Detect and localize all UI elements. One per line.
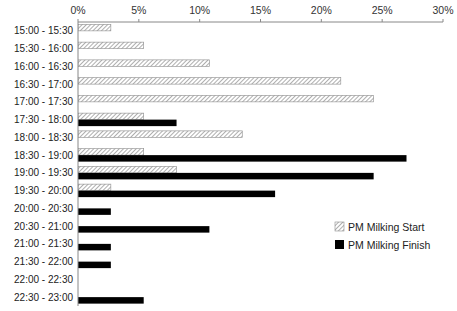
category-label: 20:30 - 21:00 bbox=[14, 221, 73, 232]
legend-label: PM Milking Start bbox=[348, 221, 425, 233]
chart: 0% 5% 10% 15% 20% 25% 30% 15:00 - 15:30 15:30 - … bbox=[0, 0, 457, 311]
tick-label: 25% bbox=[372, 4, 393, 16]
category-label: 17:00 - 17:30 bbox=[14, 96, 73, 107]
category-label: 21:00 - 21:30 bbox=[14, 238, 73, 249]
legend-swatch bbox=[335, 240, 344, 249]
category-label: 19:30 - 20:00 bbox=[14, 185, 73, 196]
legend-swatch bbox=[335, 222, 344, 231]
x-axis bbox=[78, 22, 443, 23]
bar bbox=[78, 244, 111, 251]
legend-label: PM Milking Finish bbox=[348, 239, 430, 251]
legend: PM Milking Start PM Milking Finish bbox=[335, 221, 430, 251]
tick-label: 10% bbox=[189, 4, 210, 16]
category-label: 16:30 - 17:00 bbox=[14, 79, 73, 90]
bar bbox=[78, 131, 242, 138]
category-label: 20:00 - 20:30 bbox=[14, 203, 73, 214]
bar bbox=[78, 113, 144, 120]
category-label: 15:00 - 15:30 bbox=[14, 25, 73, 36]
tick-label: 30% bbox=[432, 4, 453, 16]
category-label: 22:30 - 23:00 bbox=[14, 292, 73, 303]
bar bbox=[78, 78, 341, 85]
category-label: 21:30 - 22:00 bbox=[14, 256, 73, 267]
bar bbox=[78, 155, 407, 162]
bar bbox=[78, 149, 144, 156]
bar bbox=[78, 173, 374, 180]
bar bbox=[78, 95, 374, 102]
category-label: 22:00 - 22:30 bbox=[14, 274, 73, 285]
bar bbox=[78, 166, 177, 173]
bar bbox=[78, 262, 111, 269]
tick-label: 20% bbox=[311, 4, 332, 16]
bar bbox=[78, 42, 144, 49]
category-label: 17:30 - 18:00 bbox=[14, 114, 73, 125]
category-label: 18:00 - 18:30 bbox=[14, 132, 73, 143]
bar bbox=[78, 184, 111, 191]
bar bbox=[78, 60, 209, 67]
bar bbox=[78, 208, 111, 215]
bar bbox=[78, 191, 275, 198]
bar bbox=[78, 226, 209, 233]
bars bbox=[78, 24, 407, 303]
category-label: 19:00 - 19:30 bbox=[14, 167, 73, 178]
bar bbox=[78, 297, 144, 304]
category-label: 15:30 - 16:00 bbox=[14, 43, 73, 54]
bar bbox=[78, 120, 177, 127]
y-axis bbox=[78, 22, 79, 306]
category-label: 16:00 - 16:30 bbox=[14, 61, 73, 72]
tick-label: 5% bbox=[131, 4, 146, 16]
bar bbox=[78, 24, 111, 31]
tick-label: 15% bbox=[250, 4, 271, 16]
category-label: 18:30 - 19:00 bbox=[14, 150, 73, 161]
tick-label: 0% bbox=[70, 4, 85, 16]
